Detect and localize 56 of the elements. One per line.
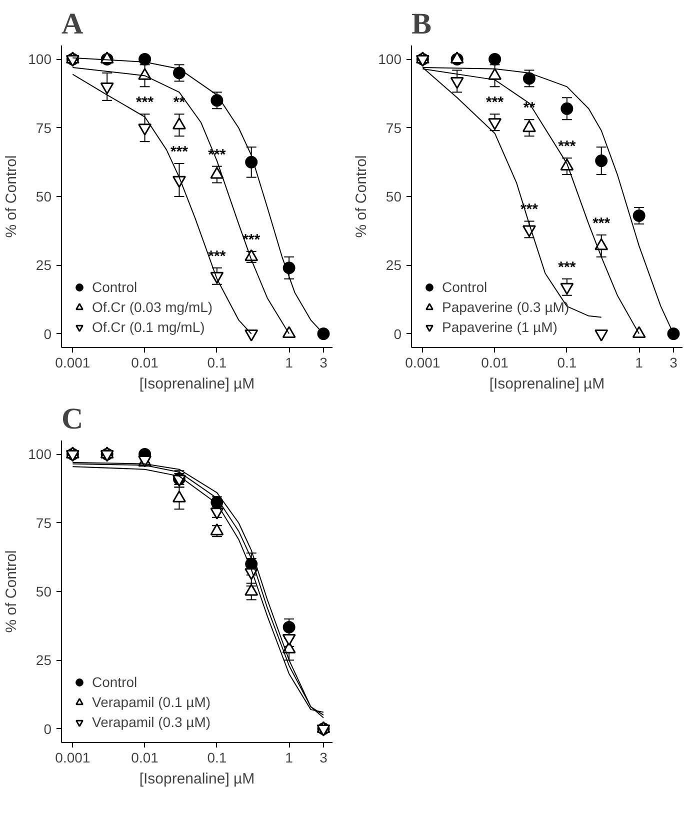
y-tick-label: 75: [386, 120, 402, 136]
annotation: ***: [136, 94, 154, 112]
y-tick-label: 0: [44, 720, 52, 737]
x-tick-label: 0.1: [207, 354, 227, 370]
legend-label: Of.Cr (0.03 mg/mL): [92, 299, 213, 315]
y-tick-label: 100: [378, 51, 402, 68]
y-axis-title: % of Control: [3, 550, 20, 633]
y-tick-label: 25: [36, 257, 52, 274]
y-tick-label: 75: [36, 514, 52, 531]
legend-label: Verapamil (0.1 µM): [92, 694, 211, 710]
legend-label: Papaverine (0.3 µM): [442, 299, 570, 315]
x-tick-label: 0.001: [55, 354, 90, 370]
chart-title: A: [62, 8, 84, 40]
y-tick-label: 0: [44, 326, 52, 342]
x-tick-label: 0.01: [481, 354, 509, 370]
y-tick-label: 75: [36, 120, 52, 136]
x-tick-label: 0.01: [131, 354, 159, 370]
x-tick-label: 3: [320, 354, 328, 370]
annotation: ***: [486, 94, 504, 112]
legend-label: Of.Cr (0.1 mg/mL): [92, 319, 205, 335]
x-tick-label: 0.001: [55, 750, 90, 766]
x-tick-label: 1: [635, 354, 644, 370]
legend-label: Papaverine (1 µM): [442, 319, 558, 335]
y-tick-label: 100: [28, 51, 52, 68]
y-tick-label: 50: [36, 584, 52, 600]
y-tick-label: 100: [28, 446, 52, 462]
legend-label: Control: [92, 674, 138, 690]
annotation: ***: [592, 214, 610, 232]
x-tick-label: 0.01: [131, 750, 159, 766]
annotation: ***: [208, 248, 226, 265]
y-tick-label: 25: [36, 652, 52, 668]
y-tick-label: 50: [386, 188, 402, 204]
x-tick-label: 0.001: [405, 354, 440, 370]
x-tick-label: 3: [670, 354, 678, 370]
y-axis-title: % of Control: [353, 155, 370, 238]
legend-label: Control: [442, 279, 488, 295]
x-tick-label: 1: [285, 750, 294, 766]
chart-title: B: [412, 8, 432, 40]
y-axis-title: % of Control: [3, 155, 20, 238]
x-axis-title: [Isoprenaline] µM: [489, 376, 605, 392]
y-tick-label: 25: [386, 257, 402, 274]
chart-title: C: [62, 402, 84, 436]
x-tick-label: 0.1: [207, 750, 227, 766]
x-tick-label: 1: [285, 354, 294, 370]
x-axis-title: [Isoprenaline] µM: [139, 376, 255, 392]
legend-label: Verapamil (0.3 µM): [92, 714, 211, 730]
annotation: ***: [558, 138, 576, 156]
y-tick-label: 0: [394, 326, 402, 342]
annotation: ***: [558, 258, 576, 276]
annotation: **: [173, 94, 186, 112]
y-tick-label: 50: [36, 188, 52, 204]
x-tick-label: 3: [320, 750, 328, 766]
x-axis-title: [Isoprenaline] µM: [139, 770, 255, 788]
legend-label: Control: [92, 279, 138, 295]
annotation: ***: [170, 144, 188, 161]
x-tick-label: 0.1: [557, 354, 577, 370]
